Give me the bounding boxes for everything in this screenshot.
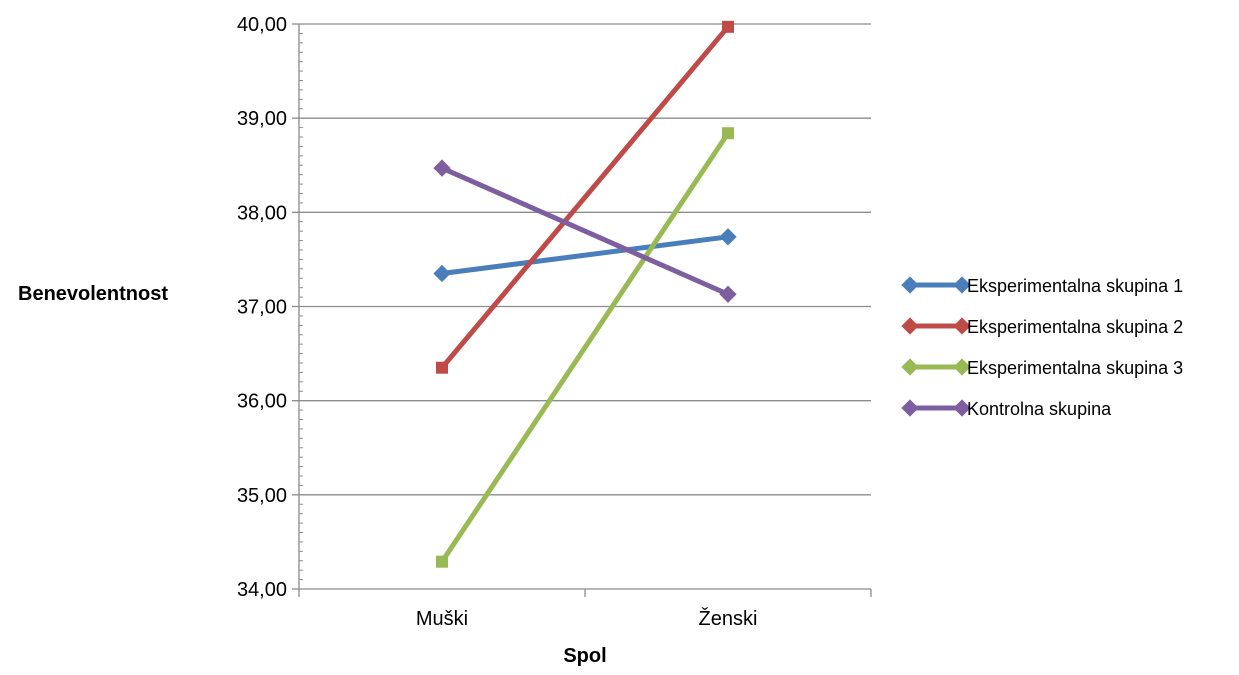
legend-label: Eksperimentalna skupina 2: [967, 317, 1183, 337]
y-tick-label: 35,00: [237, 485, 287, 507]
y-tick-label: 34,00: [237, 579, 287, 601]
legend-label: Eksperimentalna skupina 3: [967, 358, 1183, 378]
legend-marker: [953, 317, 971, 335]
legend-marker: [953, 399, 971, 417]
x-axis-title: Spol: [563, 645, 606, 667]
data-point: [436, 555, 448, 568]
series-line: [441, 234, 729, 277]
series-line: [440, 165, 730, 297]
legend: Eksperimentalna skupina 1 Eksperimentalna…: [901, 276, 1183, 419]
y-axis-title: Benevolentnost: [18, 283, 168, 305]
y-tick-label: 39,00: [237, 108, 287, 130]
x-tick-label: Ženski: [699, 607, 758, 630]
series-line: [440, 25, 730, 370]
data-point: [722, 20, 734, 33]
legend-marker: [953, 358, 971, 376]
legend-marker: [901, 358, 919, 376]
legend-label: Kontrolna skupina: [967, 399, 1112, 419]
data-point: [433, 264, 451, 283]
data-point: [719, 285, 737, 303]
legend-marker: [901, 317, 919, 335]
legend-label: Eksperimentalna skupina 1: [967, 276, 1183, 296]
legend-marker: [901, 276, 919, 294]
series-lines: [433, 20, 737, 568]
y-tick-label: 38,00: [237, 202, 287, 224]
gridlines: [299, 23, 871, 496]
data-point: [719, 228, 737, 246]
legend-marker: [953, 276, 971, 294]
data-point: [433, 159, 451, 177]
y-tick-label: 37,00: [237, 297, 287, 319]
data-point: [722, 127, 734, 140]
axes: 34,00 35,00 36,00 37,00 38,00 39,00 40,00 Muški…: [237, 14, 872, 630]
legend-marker: [901, 399, 919, 417]
y-tick-label: 40,00: [237, 14, 287, 36]
x-tick-label: Muški: [416, 608, 468, 630]
y-tick-label: 36,00: [237, 391, 287, 413]
series-line: [439, 131, 731, 564]
data-point: [436, 361, 448, 374]
